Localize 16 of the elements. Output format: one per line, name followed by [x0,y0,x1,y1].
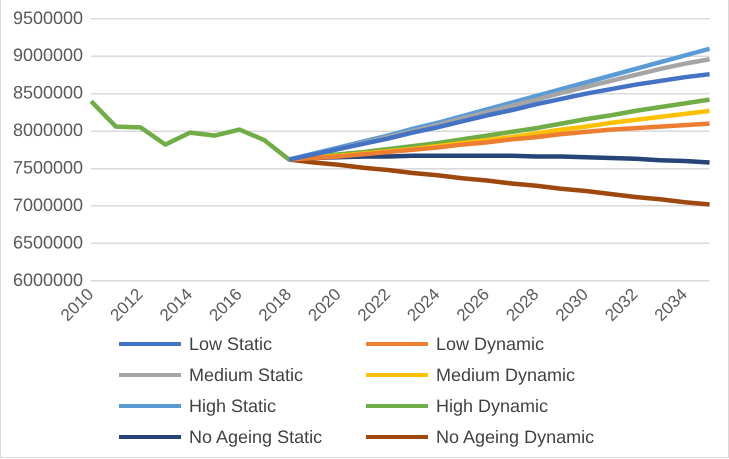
y-tick-label: 7500000 [12,158,84,178]
legend-label: High Static [189,396,276,416]
legend-label: High Dynamic [436,396,548,416]
legend-label: No Ageing Dynamic [436,426,594,448]
legend-label: Medium Static [189,364,304,386]
y-tick-label: 8000000 [12,120,84,140]
legend-label: Medium Dynamic [436,364,576,386]
legend-label: Low Dynamic [436,334,544,354]
legend-label: Low Static [189,334,272,354]
y-tick-label: 6500000 [12,232,84,252]
y-tick-label: 6000000 [12,270,84,290]
legend-label: No Ageing Static [189,426,322,448]
y-tick-label: 9500000 [12,8,84,28]
y-tick-label: 9000000 [12,45,84,66]
y-tick-label: 7000000 [12,194,84,215]
y-tick-label: 8500000 [12,82,84,103]
